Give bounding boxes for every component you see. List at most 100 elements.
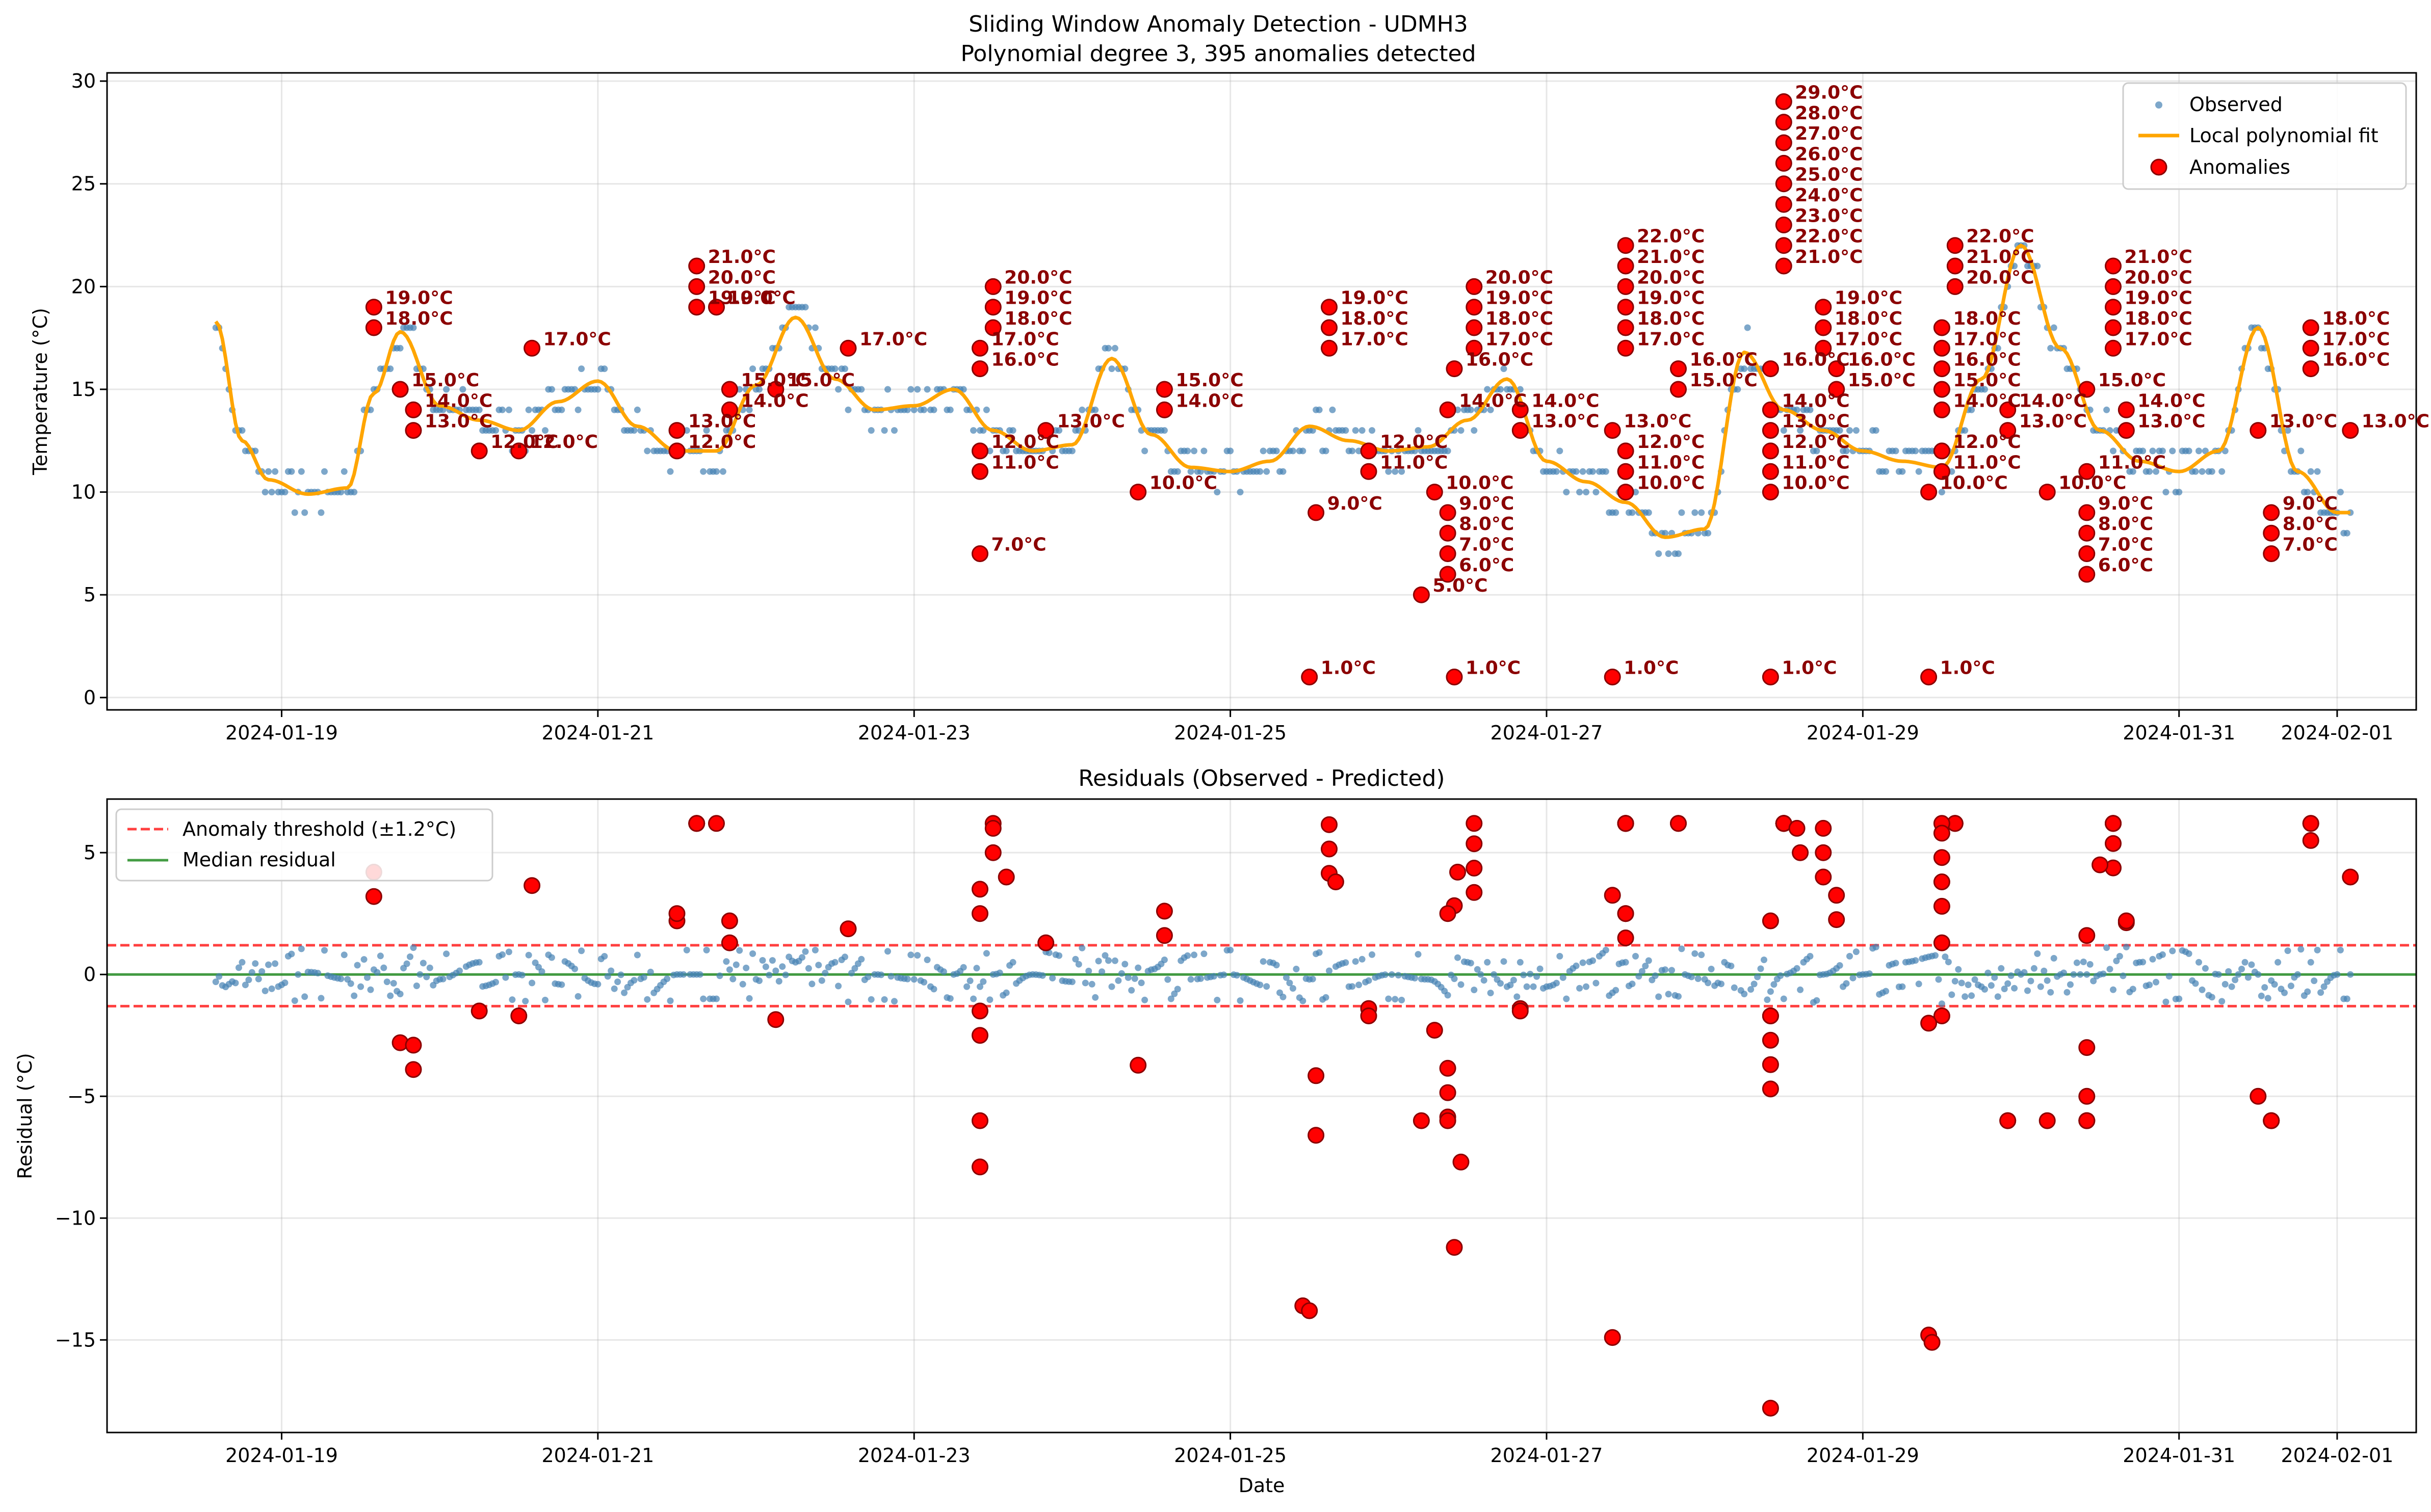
residual-point — [858, 956, 865, 963]
observed-point — [2192, 468, 2199, 475]
residual-point — [2255, 971, 2262, 978]
residual-point — [1121, 961, 1129, 968]
residual-point — [1184, 952, 1191, 959]
top-x-tick-label: 2024-01-31 — [2123, 722, 2235, 744]
residual-point — [2030, 965, 2037, 972]
residual-point — [242, 982, 249, 989]
residual-outlier-point — [1792, 844, 1809, 861]
residual-point — [410, 944, 417, 951]
residual-point — [2060, 969, 2067, 976]
anomaly-point — [470, 442, 488, 460]
bottom-x-tick-label: 2024-01-25 — [1174, 1444, 1287, 1467]
observed-point — [1263, 468, 1270, 475]
residual-anomaly-point — [470, 1002, 488, 1020]
residual-anomaly-point — [2078, 1087, 2096, 1105]
anomaly-label: 10.0°C — [1149, 473, 1217, 494]
residual-point — [2199, 986, 2206, 993]
anomaly-point — [391, 381, 409, 398]
residual-point — [2337, 946, 2344, 953]
residual-point — [2021, 969, 2028, 976]
residual-point — [212, 978, 219, 986]
observed-point — [1589, 468, 1596, 475]
residual-point — [1174, 986, 1181, 993]
anomaly-label: 17.0°C — [1341, 329, 1408, 350]
residual-point — [1398, 996, 1405, 1003]
residual-anomaly-point — [767, 1011, 785, 1028]
legend-anomaly-label: Anomalies — [2189, 156, 2290, 178]
residual-point — [2307, 959, 2314, 966]
residual-point — [272, 960, 279, 967]
residual-point — [963, 983, 971, 990]
bottom-x-tick-label: 2024-01-23 — [858, 1444, 971, 1467]
residual-anomaly-point — [972, 1027, 988, 1044]
anomaly-label: 18.0°C — [2125, 308, 2192, 329]
residual-anomaly-point — [972, 905, 988, 922]
observed-point — [1487, 406, 1494, 413]
top-fit-series — [214, 244, 2350, 539]
residual-point — [357, 983, 364, 990]
anomaly-point — [1466, 339, 1483, 357]
residual-point — [341, 951, 348, 959]
residual-point — [1750, 980, 1758, 988]
residual-point — [924, 957, 931, 963]
anomaly-point — [1775, 114, 1792, 131]
residual-point — [1128, 987, 1135, 994]
observed-point — [318, 509, 325, 516]
observed-point — [1279, 468, 1287, 475]
residual-point — [977, 983, 983, 990]
residual-point — [1220, 971, 1227, 978]
observed-point — [558, 406, 565, 413]
residual-point — [2139, 959, 2147, 966]
observed-point — [1260, 447, 1267, 455]
anomaly-point — [1617, 237, 1634, 254]
residual-point — [2153, 978, 2159, 986]
observed-point — [881, 427, 888, 434]
anomaly-label: 11.0°C — [1380, 452, 1448, 473]
anomaly-point — [972, 463, 988, 480]
residual-point — [930, 986, 937, 993]
anomaly-label: 20.0°C — [1485, 267, 1553, 288]
observed-point — [542, 427, 548, 434]
residual-point — [818, 977, 825, 984]
observed-point — [868, 427, 875, 434]
residual-anomaly-point — [1466, 860, 1483, 877]
residual-point — [2241, 959, 2249, 966]
anomaly-point — [1946, 278, 1964, 295]
anomaly-point — [1775, 216, 1792, 233]
anomaly-label: 17.0°C — [543, 329, 611, 350]
anomaly-point — [1446, 360, 1463, 378]
residual-point — [1085, 967, 1092, 974]
anomaly-point — [1308, 504, 1325, 521]
residual-point — [2073, 959, 2080, 966]
legend-observed-label: Observed — [2189, 93, 2283, 116]
residual-point — [1622, 959, 1629, 966]
anomaly-label: 13.0°C — [2137, 411, 2205, 432]
residual-point — [2027, 977, 2034, 985]
anomaly-label: 11.0°C — [2098, 452, 2166, 473]
bottom-legend-box — [115, 808, 493, 882]
residual-point — [1780, 995, 1787, 1002]
anomaly-point — [1604, 669, 1621, 685]
residual-point — [1510, 976, 1517, 984]
anomaly-label: 10.0°C — [1446, 473, 1513, 494]
anomaly-label: 14.0°C — [1459, 390, 1527, 411]
anomaly-label: 26.0°C — [1795, 144, 1863, 165]
residual-point — [2284, 947, 2291, 954]
anomaly-point — [972, 442, 988, 460]
residual-point — [2024, 987, 2031, 994]
anomaly-point — [972, 360, 988, 378]
residual-anomaly-point — [1360, 1007, 1377, 1024]
residual-point — [983, 950, 990, 957]
anomaly-label: 5.0°C — [1432, 575, 1487, 596]
observed-point — [2307, 468, 2314, 475]
anomaly-label: 11.0°C — [1953, 452, 2021, 473]
residual-anomaly-point — [1762, 1031, 1779, 1049]
residual-point — [1645, 957, 1652, 964]
observed-point — [410, 324, 417, 331]
residual-point — [831, 959, 839, 966]
residual-point — [1358, 956, 1366, 963]
residual-point — [921, 978, 928, 986]
observed-point — [970, 427, 977, 434]
anomaly-point — [1828, 360, 1845, 378]
anomaly-label: 6.0°C — [1459, 555, 1514, 576]
